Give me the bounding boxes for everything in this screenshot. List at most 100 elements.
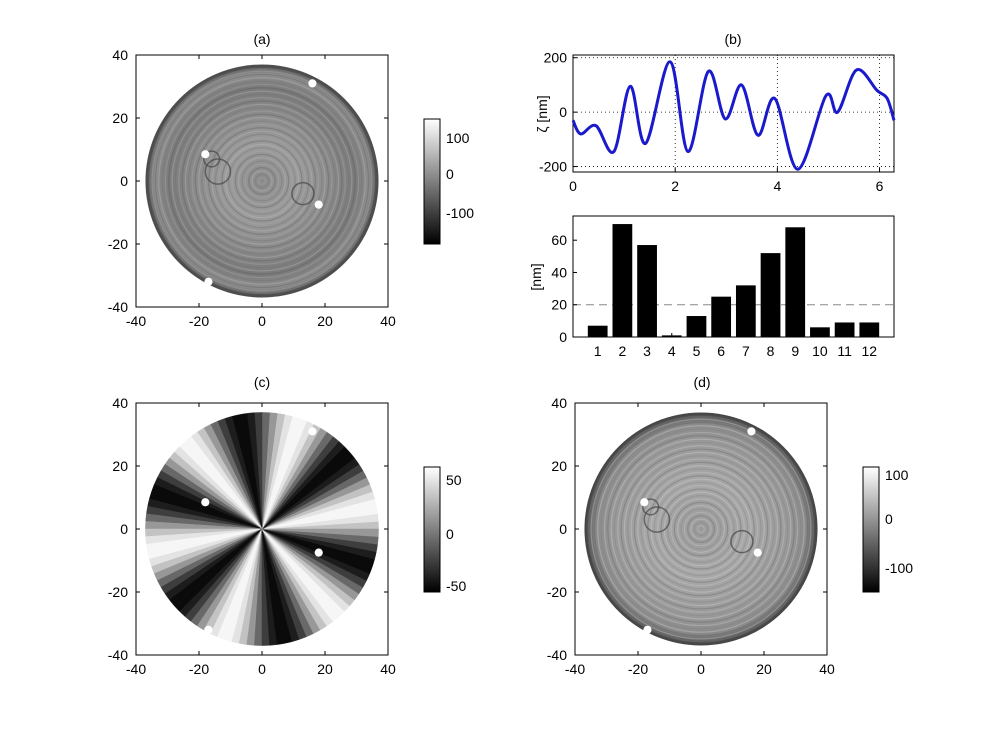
x-tick-label: 20 [317,661,333,677]
bars [587,224,880,337]
panel-b-bar-ylabel: [nm] [528,263,544,290]
y-tick-label: -20 [108,236,128,252]
y-tick-label: 40 [112,47,128,63]
ring [643,471,759,587]
x-tick-label: -40 [565,661,585,677]
y-tick-label: 0 [120,521,128,537]
y-tick-label: 40 [551,264,567,280]
panel-b-series-line [571,60,896,171]
ring [234,153,290,209]
x-tick-label: 0 [569,178,577,194]
panel-a-colorbar-tick-high: 100 [446,130,470,146]
ring [171,90,353,272]
ring [653,481,749,577]
panel-c-colorbar-tick-low: -50 [446,578,466,594]
ring [211,130,313,232]
ring [680,508,722,550]
panel-d-colorbar-tick-low: -100 [885,560,913,576]
x-tick-label: 8 [767,343,775,359]
ring [174,93,350,269]
ring [613,441,789,617]
ring [191,110,333,252]
x-tick-label: 5 [693,343,701,359]
ring [660,488,742,570]
x-tick-label: 1 [594,343,602,359]
ring [650,478,752,580]
panel-b-ylabel: ζ [nm] [534,95,550,132]
y-tick-label: 0 [120,173,128,189]
y-tick-label: -40 [547,647,567,663]
sector [261,528,379,537]
panel-c-colorbar [423,466,441,593]
ring [607,435,795,623]
white-spot [314,548,323,557]
panel-c-colorbar-tick-mid: 0 [446,526,454,542]
white-spot [753,548,762,557]
panel-a-label: (a) [253,31,270,47]
x-tick-label: 20 [317,313,333,329]
ring [623,451,779,607]
ring [697,525,705,533]
panel-d-ticks: -40 -20 0 20 40 40 20 0 -20 -40 [547,395,835,677]
ring [687,515,715,543]
ring [238,157,286,205]
ring [610,438,792,620]
defect [291,181,315,206]
y-tick-label: 0 [559,104,567,120]
x-tick-label: -20 [189,313,209,329]
y-tick-label: -40 [108,647,128,663]
ring [188,107,336,255]
panel-b-label: (b) [724,31,741,47]
x-tick-label: 2 [618,343,626,359]
ring [258,177,266,185]
panel-c-ticks: -40 -20 0 20 40 40 20 0 -20 -40 [108,395,396,677]
panel-d-heatmap [584,412,818,646]
panel-c-colorbar-tick-high: 50 [446,472,462,488]
bar-10 [810,327,830,337]
ring [603,431,799,627]
defect [730,529,754,554]
x-tick-label: 20 [756,661,772,677]
ring [168,87,356,275]
white-spot [308,79,317,88]
x-tick-label: 10 [812,343,828,359]
bar-12 [859,322,880,337]
bar-1 [587,325,608,337]
y-tick-label: 20 [551,297,567,313]
white-spot [643,625,652,634]
white-spot [204,277,213,286]
x-tick-label: -20 [189,661,209,677]
white-spot [201,150,210,159]
ring [683,511,719,547]
panel-b-grid [573,55,894,172]
bar-3 [637,245,657,337]
ring [677,505,725,553]
bar-7 [735,285,756,337]
x-tick-label: 7 [742,343,750,359]
ring [218,137,306,225]
x-tick-label: 3 [643,343,651,359]
ring [214,133,310,229]
y-tick-label: 0 [559,329,567,345]
edge-band [584,412,818,646]
x-tick-label: 40 [380,313,396,329]
x-tick-label: -40 [126,313,146,329]
x-tick-label: 40 [380,661,396,677]
y-tick-label: 0 [559,521,567,537]
ring [693,521,709,537]
panel-c-label: (c) [254,374,270,390]
panel-d-colorbar [862,466,880,593]
y-tick-label: -200 [539,159,567,175]
disk [584,412,818,646]
panel-a-colorbar [423,118,441,245]
panel-c: (c) -40 -20 0 20 40 40 20 0 -20 -40 50 0 -50 [108,374,467,677]
x-tick-label: 9 [791,343,799,359]
bar-5 [686,316,707,337]
ring [630,458,772,600]
panel-b-axes [572,54,895,173]
ring [241,160,283,202]
ring [627,455,775,603]
disk [145,64,379,298]
